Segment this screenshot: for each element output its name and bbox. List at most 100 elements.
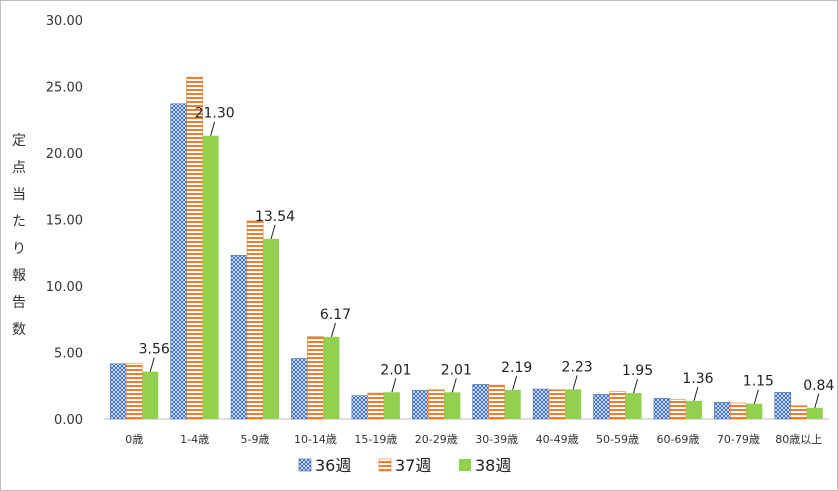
- bar-36週-0歳: [109, 363, 127, 420]
- bar-37週-1-4歳: [186, 76, 203, 420]
- data-label-leader: [693, 386, 699, 402]
- x-category-label: 0歳: [125, 433, 143, 446]
- data-label-leader: [633, 378, 639, 394]
- data-label: 3.56: [139, 342, 170, 358]
- y-axis-title-char: た: [12, 214, 26, 230]
- data-label: 6.17: [320, 307, 351, 323]
- x-category-label: 5-9歳: [241, 433, 270, 446]
- bar-38週-10-14歳: [323, 336, 340, 419]
- x-category-label: 20-29歳: [415, 433, 458, 446]
- bar-37週-60-69歳: [669, 399, 687, 420]
- data-labels: 3.56 21.30 13.54 6.17 2.01 2.01 2.19 2.23 1.95 1.…: [139, 106, 834, 408]
- data-label: 1.36: [682, 371, 713, 387]
- x-category-label: 80歳以上: [775, 433, 822, 446]
- data-label-leader: [753, 389, 759, 404]
- bar-36週-40-49歳: [532, 388, 550, 420]
- legend-label: 37週: [395, 456, 431, 475]
- y-tick-label: 25.00: [46, 81, 83, 96]
- y-axis-title-char: 報: [12, 268, 26, 284]
- bar-38週-1-4歳: [202, 135, 219, 419]
- x-category-label: 30-39歳: [475, 433, 518, 446]
- bar-37週-5-9歳: [246, 220, 264, 420]
- bar-37週-10-14歳: [307, 336, 324, 420]
- bar-36週-70-79歳: [714, 402, 731, 420]
- data-label: 1.15: [743, 374, 774, 390]
- bar-36週-1-4歳: [170, 103, 187, 420]
- legend-swatch: [459, 459, 471, 471]
- data-label: 13.54: [255, 209, 295, 225]
- y-tick-label: 30.00: [46, 14, 83, 29]
- y-axis-title-char: 告: [12, 295, 26, 311]
- bar-36週-30-39歳: [472, 384, 490, 420]
- data-label: 1.95: [622, 363, 653, 379]
- bar-38週-60-69歳: [685, 400, 702, 419]
- x-category-label: 60-69歳: [656, 433, 699, 446]
- bar-36週-10-14歳: [291, 358, 308, 420]
- data-label: 2.19: [501, 360, 532, 376]
- bar-38週-15-19歳: [383, 392, 400, 419]
- bar-37週-50-59歳: [609, 391, 626, 420]
- bar-37週-70-79歳: [730, 402, 747, 420]
- bar-36週-5-9歳: [230, 255, 248, 420]
- y-tick-label: 5.00: [54, 347, 83, 362]
- y-tick-label: 15.00: [46, 214, 83, 229]
- bar-36週-20-29歳: [411, 390, 429, 420]
- y-tick-label: 0.00: [54, 413, 83, 428]
- legend-label: 36週: [315, 456, 351, 475]
- bar-38週-20-29歳: [444, 392, 461, 419]
- legend-swatch: [378, 458, 392, 472]
- bars: [109, 76, 823, 420]
- legend: 36週 37週 38週: [298, 456, 511, 475]
- data-label-leader: [330, 322, 336, 338]
- data-label-leader: [270, 224, 276, 240]
- x-category-label: 40-49歳: [536, 433, 579, 446]
- bar-36週-80歳以上: [774, 392, 792, 420]
- x-category-label: 10-14歳: [294, 433, 337, 446]
- y-axis-ticks: 0.00 5.00 10.00 15.00 20.00 25.00 30.00: [46, 14, 83, 428]
- data-label: 2.01: [441, 362, 472, 378]
- y-axis-title-char: 数: [12, 322, 26, 338]
- data-label: 2.23: [562, 359, 593, 375]
- category-labels: 0歳 1-4歳 5-9歳 10-14歳 15-19歳 20-29歳 30-39歳 40-49歳…: [125, 433, 822, 446]
- bar-38週-80歳以上: [806, 407, 823, 419]
- legend-swatch: [298, 458, 312, 472]
- bar-38週-0歳: [142, 371, 159, 419]
- bar-38週-30-39歳: [504, 389, 521, 419]
- data-label-leader: [210, 121, 216, 136]
- x-category-label: 15-19歳: [354, 433, 397, 446]
- bar-37週-20-29歳: [427, 389, 445, 420]
- bar-36週-15-19歳: [351, 395, 369, 420]
- data-label: 0.84: [803, 378, 834, 394]
- bar-37週-15-19歳: [367, 392, 385, 420]
- bar-38週-40-49歳: [565, 389, 582, 419]
- x-category-label: 1-4歳: [180, 433, 209, 446]
- data-label-leader: [572, 375, 578, 390]
- y-axis-title-char: り: [12, 241, 26, 257]
- data-label-leader: [512, 375, 518, 391]
- data-label: 2.01: [380, 362, 411, 378]
- bar-37週-30-39歳: [488, 384, 506, 420]
- data-label-leader: [814, 393, 820, 408]
- bar-36週-50-59歳: [593, 394, 610, 420]
- data-label-leader: [391, 378, 397, 393]
- x-category-label: 70-79歳: [717, 433, 760, 446]
- y-axis-title-char: 当: [12, 187, 26, 203]
- bar-37週-80歳以上: [790, 405, 808, 420]
- bar-36週-60-69歳: [653, 398, 671, 420]
- x-category-label: 50-59歳: [596, 433, 639, 446]
- y-axis-title-char: 点: [12, 160, 26, 176]
- bar-38週-5-9歳: [263, 238, 280, 419]
- data-label-leader: [149, 357, 155, 372]
- bar-37週-40-49歳: [548, 389, 566, 420]
- legend-label: 38週: [475, 456, 511, 475]
- y-axis-title-char: 定: [12, 133, 26, 149]
- bar-37週-0歳: [125, 363, 143, 420]
- data-label-leader: [451, 378, 457, 393]
- bar-38週-50-59歳: [625, 393, 642, 419]
- y-tick-label: 20.00: [46, 147, 83, 162]
- data-label: 21.30: [195, 106, 235, 122]
- bar-38週-70-79歳: [746, 403, 763, 419]
